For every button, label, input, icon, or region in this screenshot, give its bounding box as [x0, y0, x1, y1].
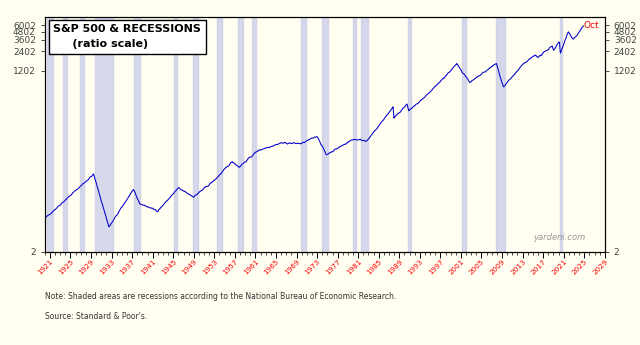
Bar [252, 17, 256, 252]
Bar [47, 17, 52, 252]
Bar [497, 17, 504, 252]
Bar [301, 17, 307, 252]
Bar [353, 17, 356, 252]
Text: Note: Shaded areas are recessions according to the National Bureau of Economic R: Note: Shaded areas are recessions accord… [45, 292, 396, 300]
Bar [63, 17, 67, 252]
Bar [173, 17, 177, 252]
Bar [559, 17, 562, 252]
Text: Oct: Oct [584, 21, 600, 30]
Bar [218, 17, 222, 252]
Bar [80, 17, 84, 252]
Text: yardeni.com: yardeni.com [533, 234, 585, 243]
Bar [193, 17, 198, 252]
Bar [134, 17, 140, 252]
Bar [95, 17, 113, 252]
Bar [462, 17, 465, 252]
Bar [361, 17, 368, 252]
Text: Source: Standard & Poor's.: Source: Standard & Poor's. [45, 312, 147, 321]
Bar [239, 17, 243, 252]
Text: S&P 500 & RECESSIONS
     (ratio scale): S&P 500 & RECESSIONS (ratio scale) [53, 24, 201, 49]
Bar [408, 17, 411, 252]
Bar [322, 17, 328, 252]
